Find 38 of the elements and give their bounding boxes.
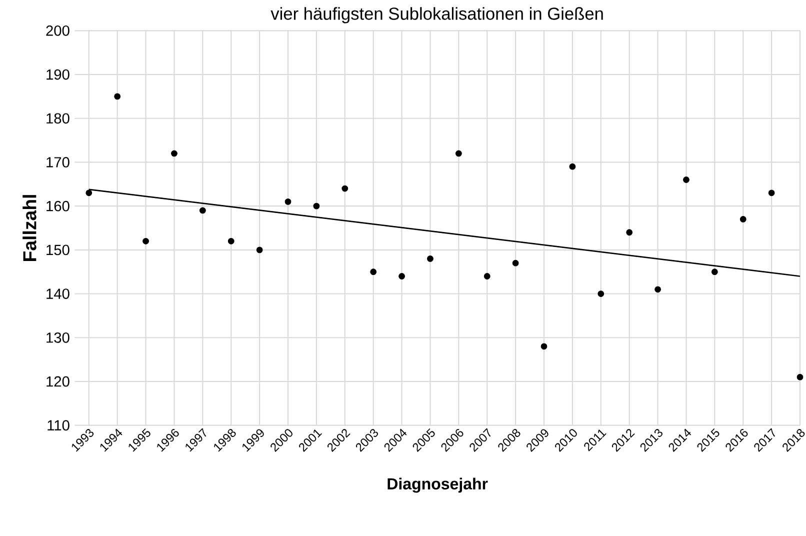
point <box>740 216 746 222</box>
point <box>768 190 775 196</box>
y-tick-label: 200 <box>46 25 70 36</box>
y-tick-label: 110 <box>48 420 70 431</box>
point <box>569 163 576 170</box>
point <box>256 246 263 254</box>
point <box>313 202 320 210</box>
point <box>598 290 604 297</box>
point <box>711 268 718 276</box>
y-tick-label: 180 <box>46 113 70 124</box>
y-tick-label: 140 <box>46 288 70 299</box>
y-tick-label: 120 <box>46 376 70 387</box>
point <box>342 185 348 192</box>
y-tick-label: 160 <box>46 200 70 212</box>
point <box>284 198 292 205</box>
point <box>540 343 548 350</box>
point <box>455 150 462 157</box>
point <box>427 255 434 262</box>
point <box>626 229 633 236</box>
x-axis-title: Diagnosejahr <box>388 478 488 493</box>
point <box>86 190 92 196</box>
point <box>683 176 690 183</box>
y-tick-label: 170 <box>46 157 70 168</box>
point <box>398 273 405 280</box>
point <box>199 207 206 214</box>
point <box>142 238 149 244</box>
y-tick-label: 130 <box>46 332 70 343</box>
point <box>654 286 661 293</box>
point <box>114 93 121 100</box>
y-axis-title: Fallzahl <box>22 195 36 261</box>
point <box>228 238 234 244</box>
y-tick-label: 190 <box>46 69 70 80</box>
y-tick-label: 150 <box>46 244 70 256</box>
point <box>512 260 519 266</box>
point <box>484 273 490 280</box>
point <box>370 268 377 276</box>
point <box>171 150 178 157</box>
chart-title: vier häufigsten Sublokalisationen in Gießen <box>270 7 603 24</box>
